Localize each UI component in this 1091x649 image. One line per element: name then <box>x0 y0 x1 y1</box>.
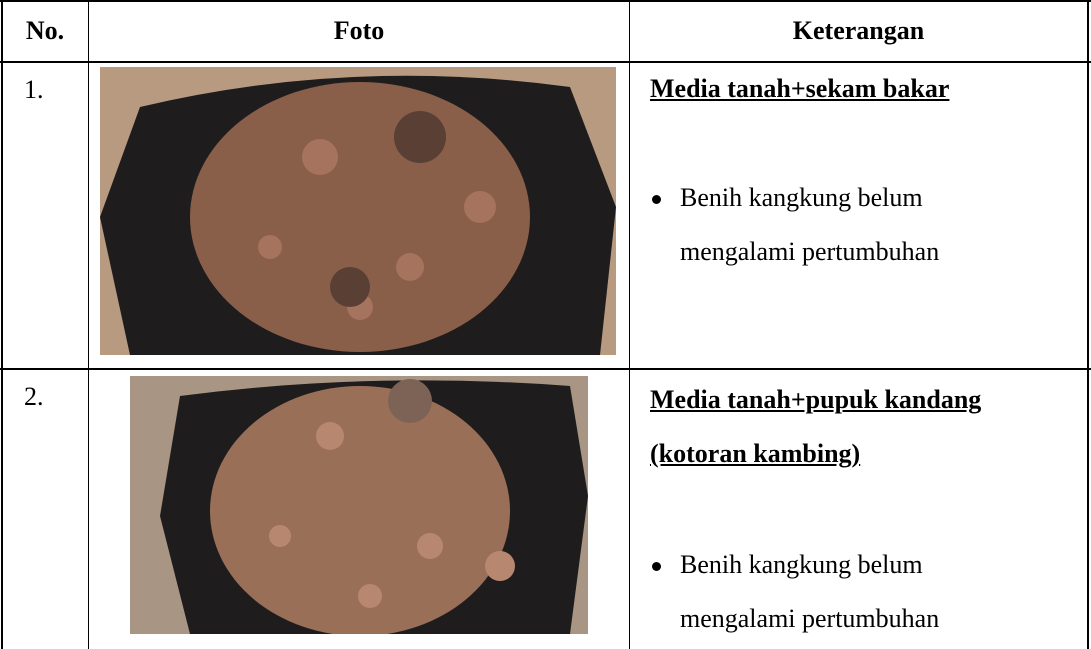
header-cell: Keterangan <box>792 16 925 45</box>
row-number: 1. <box>24 75 44 104</box>
row-number: 2. <box>24 382 44 411</box>
border <box>0 61 1091 63</box>
bullet-item: Benih kangkung belum mengalami pertumbuh… <box>650 538 1010 646</box>
border <box>1087 0 1089 649</box>
border <box>1 0 3 649</box>
row-title: Media tanah+sekam bakar <box>650 74 950 103</box>
border <box>629 0 630 649</box>
photo <box>130 376 588 634</box>
header-cell: No. <box>25 16 65 45</box>
border <box>0 368 1091 370</box>
bullet-item: Benih kangkung belum mengalami pertumbuh… <box>650 171 1010 279</box>
border <box>0 0 1091 2</box>
header-cell: Foto <box>333 16 385 45</box>
photo <box>100 67 616 355</box>
row-title: Media tanah+pupuk kandang (kotoran kambi… <box>650 385 982 468</box>
border <box>88 0 89 649</box>
